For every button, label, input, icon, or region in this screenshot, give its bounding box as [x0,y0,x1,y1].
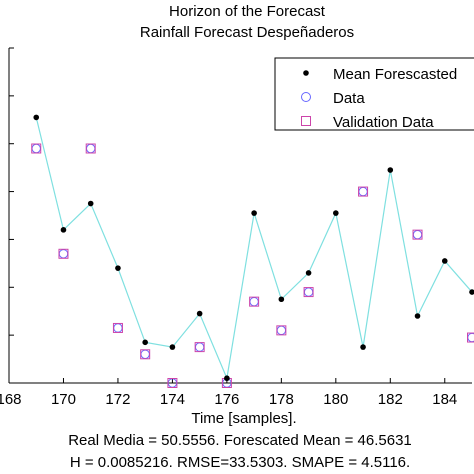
mean-forecast-point [142,339,148,346]
validation-point-square [467,332,474,343]
annotation-line-1: Real Media = 50.5556. Forescated Mean = … [68,432,412,449]
x-tick-label: 184 [432,391,457,408]
mean-forecast-point [278,296,285,303]
validation-point-square [276,325,287,336]
data-point-circle [412,229,423,240]
validation-point-square [194,342,205,353]
legend-label-mean: Mean Forescasted [333,66,457,83]
series-mean-forecast-line [35,117,473,381]
mean-forecast-point [387,167,394,173]
plot-area: 168 170 172 174 176 178 180 182 184 [0,47,474,408]
x-tick-label: 168 [0,391,22,408]
data-point-circle [249,296,259,307]
mean-forecast-point [360,344,366,350]
x-tick-label: 178 [269,391,294,408]
legend: Mean Forescasted Data Validation Data [274,57,474,131]
x-tick-label: 172 [105,391,130,408]
mean-forecast-point [33,114,40,121]
validation-point-square [303,287,314,298]
data-point-circle [31,143,41,154]
validation-point-square [85,143,96,154]
validation-point-square [412,229,423,240]
data-point-circle [276,325,287,336]
validation-point-square [58,248,69,259]
data-point-circle [194,342,205,352]
x-axis-label: Time [samples]. [191,410,296,427]
x-tick-label: 180 [323,391,348,408]
legend-box [274,57,474,131]
x-tick-label: 174 [160,391,185,408]
mean-forecast-point [115,265,121,271]
x-tick-label: 170 [51,391,76,408]
x-tick-label: 182 [378,391,403,408]
mean-forecast-point [305,270,312,276]
mean-forecast-point [414,313,421,319]
legend-marker-data [301,92,311,102]
data-point-circle [113,323,123,333]
validation-point-square [358,186,369,197]
mean-forecast-point [251,210,257,216]
data-point-circle [86,143,96,154]
legend-marker-validation [301,116,311,126]
annotation-line-2: H = 0.0085216. RMSE=33.5303. SMAPE = 4.5… [70,454,410,471]
mean-forecast-point [196,310,203,317]
data-point-circle [467,332,474,343]
mean-forecast-point [224,375,230,382]
data-point-circle [140,349,150,359]
validation-point-square [249,296,260,307]
legend-label-validation: Validation Data [333,114,434,131]
validation-point-square [167,378,178,388]
legend-label-data: Data [333,90,365,107]
legend-marker-mean [303,70,309,76]
mean-forecast-point [87,200,94,207]
chart-subtitle: Rainfall Forecast Despeñaderos [140,24,354,41]
mean-forecast-point [333,210,339,216]
validation-point-square [140,349,151,360]
mean-forecast-point [441,258,448,264]
x-tick-label: 176 [214,391,239,408]
mean-forecast-point [169,344,176,350]
data-point-circle [303,287,314,297]
data-point-circle [58,249,69,259]
data-point-circle [358,186,368,197]
validation-point-square [112,322,123,333]
validation-point-square [31,143,42,154]
mean-forecast-point [469,289,474,295]
mean-forecast-point [60,227,67,233]
chart-title: Horizon of the Forecast [169,3,326,20]
